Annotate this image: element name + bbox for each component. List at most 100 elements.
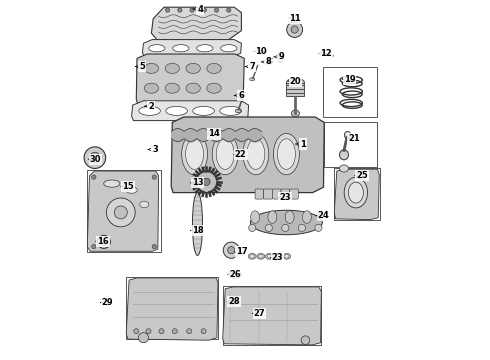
Text: 9: 9 — [278, 53, 284, 62]
Text: 28: 28 — [228, 297, 240, 306]
Circle shape — [106, 198, 135, 227]
Circle shape — [172, 329, 177, 334]
Circle shape — [152, 244, 156, 249]
Circle shape — [90, 152, 100, 163]
Bar — [87, 170, 162, 252]
Text: 23: 23 — [271, 253, 283, 262]
Ellipse shape — [193, 192, 202, 256]
Text: 21: 21 — [348, 134, 360, 143]
Circle shape — [187, 329, 192, 334]
Circle shape — [134, 329, 139, 334]
Text: 16: 16 — [97, 237, 109, 246]
Text: 25: 25 — [356, 171, 368, 180]
Ellipse shape — [250, 78, 255, 81]
Ellipse shape — [186, 83, 200, 93]
Ellipse shape — [266, 253, 273, 259]
Ellipse shape — [235, 109, 241, 113]
Circle shape — [92, 175, 96, 179]
Polygon shape — [143, 40, 242, 57]
Text: 11: 11 — [290, 14, 301, 23]
Ellipse shape — [243, 134, 269, 175]
Ellipse shape — [250, 255, 254, 258]
Ellipse shape — [285, 255, 289, 258]
Text: 22: 22 — [235, 150, 246, 159]
Ellipse shape — [274, 253, 282, 259]
Circle shape — [146, 329, 151, 334]
Circle shape — [287, 22, 303, 37]
Text: 15: 15 — [122, 182, 134, 191]
Text: 2: 2 — [148, 102, 154, 111]
Ellipse shape — [259, 255, 263, 258]
Bar — [88, 156, 92, 160]
Text: 17: 17 — [236, 248, 247, 256]
Ellipse shape — [247, 139, 265, 170]
Ellipse shape — [172, 45, 189, 52]
Ellipse shape — [276, 255, 280, 258]
Circle shape — [139, 333, 148, 343]
Ellipse shape — [344, 177, 368, 208]
Ellipse shape — [166, 107, 187, 116]
Circle shape — [227, 8, 231, 12]
Text: 30: 30 — [90, 155, 101, 164]
Circle shape — [301, 336, 310, 345]
Circle shape — [201, 329, 206, 334]
Ellipse shape — [216, 139, 234, 170]
Polygon shape — [171, 117, 324, 193]
Text: 1: 1 — [300, 140, 306, 149]
Ellipse shape — [126, 187, 137, 193]
Ellipse shape — [340, 150, 348, 160]
Ellipse shape — [228, 247, 235, 254]
Circle shape — [202, 8, 206, 12]
Text: 7: 7 — [249, 62, 255, 71]
Ellipse shape — [267, 60, 272, 64]
Text: 19: 19 — [343, 75, 355, 84]
Circle shape — [248, 224, 256, 231]
Ellipse shape — [220, 107, 242, 116]
Ellipse shape — [302, 211, 312, 223]
Ellipse shape — [285, 211, 294, 223]
Circle shape — [100, 238, 107, 246]
Ellipse shape — [348, 182, 364, 203]
Text: 5: 5 — [140, 62, 146, 71]
Circle shape — [282, 224, 289, 231]
Ellipse shape — [273, 134, 299, 175]
Ellipse shape — [165, 63, 179, 73]
Circle shape — [152, 175, 156, 179]
Ellipse shape — [144, 63, 159, 73]
Text: 20: 20 — [290, 77, 301, 86]
Circle shape — [166, 8, 170, 12]
Text: 10: 10 — [255, 47, 267, 56]
Text: 27: 27 — [254, 309, 265, 318]
Ellipse shape — [248, 253, 256, 259]
Ellipse shape — [250, 210, 322, 235]
Text: 6: 6 — [239, 91, 245, 100]
Polygon shape — [151, 7, 242, 40]
Bar — [323, 67, 377, 117]
Ellipse shape — [283, 253, 291, 259]
Circle shape — [159, 329, 164, 334]
Circle shape — [178, 8, 182, 12]
Circle shape — [190, 8, 194, 12]
Ellipse shape — [268, 211, 277, 223]
Text: 24: 24 — [318, 211, 329, 220]
Polygon shape — [334, 169, 379, 220]
Ellipse shape — [223, 242, 240, 258]
Circle shape — [84, 147, 106, 168]
Ellipse shape — [220, 45, 237, 52]
Ellipse shape — [182, 134, 208, 175]
Ellipse shape — [277, 139, 295, 170]
Ellipse shape — [212, 134, 238, 175]
Circle shape — [92, 244, 96, 249]
Circle shape — [196, 171, 217, 193]
Bar — [334, 168, 380, 220]
Circle shape — [265, 224, 272, 231]
Text: 13: 13 — [192, 179, 203, 188]
FancyBboxPatch shape — [255, 189, 264, 199]
Polygon shape — [126, 278, 218, 340]
Ellipse shape — [286, 78, 304, 87]
Polygon shape — [132, 101, 248, 121]
Ellipse shape — [340, 165, 348, 172]
Ellipse shape — [268, 255, 271, 258]
Ellipse shape — [186, 63, 200, 73]
Ellipse shape — [193, 107, 215, 116]
